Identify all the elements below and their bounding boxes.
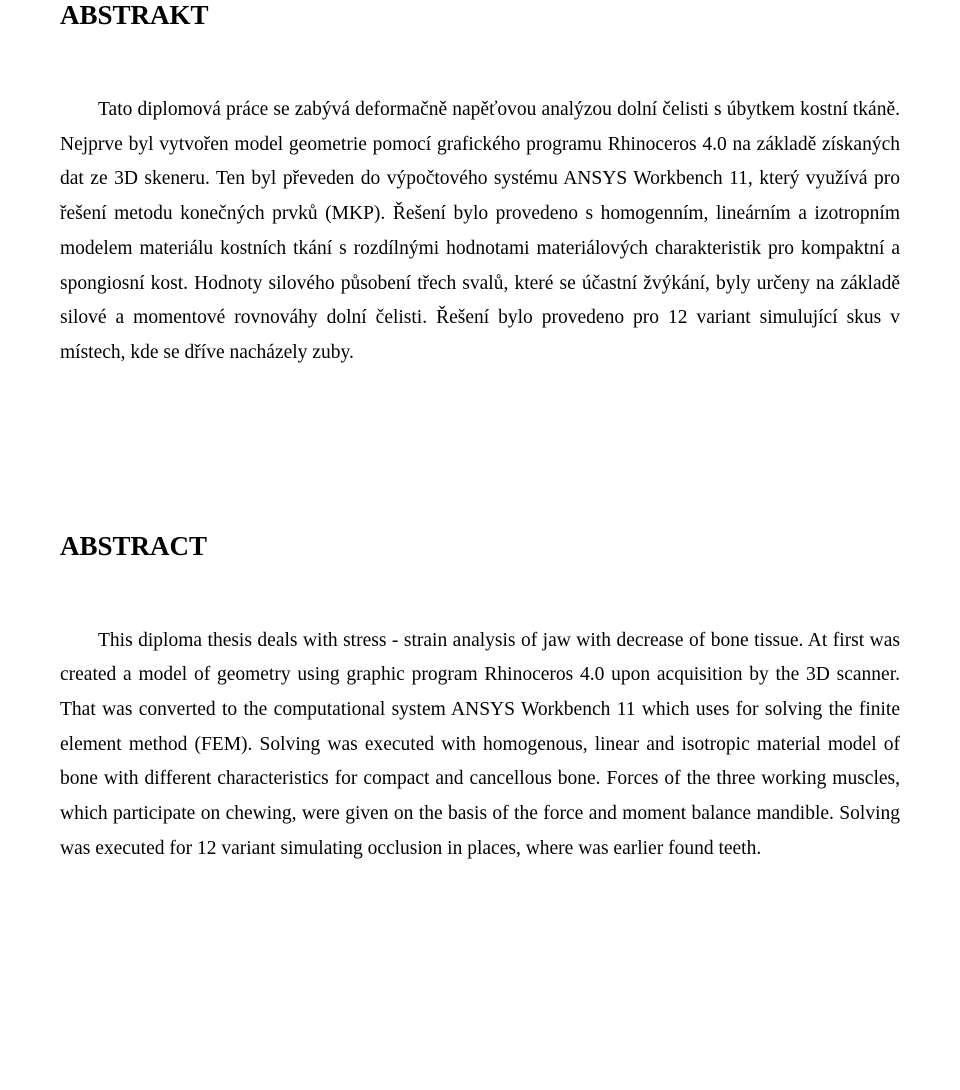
- abstract-paragraph: This diploma thesis deals with stress - …: [60, 624, 900, 867]
- abstract-heading: ABSTRACT: [60, 531, 900, 562]
- section-divider: [60, 371, 900, 531]
- abstrakt-heading: ABSTRAKT: [60, 0, 900, 31]
- document-page: ABSTRAKT Tato diplomová práce se zabývá …: [0, 0, 960, 907]
- abstrakt-paragraph: Tato diplomová práce se zabývá deformačn…: [60, 93, 900, 371]
